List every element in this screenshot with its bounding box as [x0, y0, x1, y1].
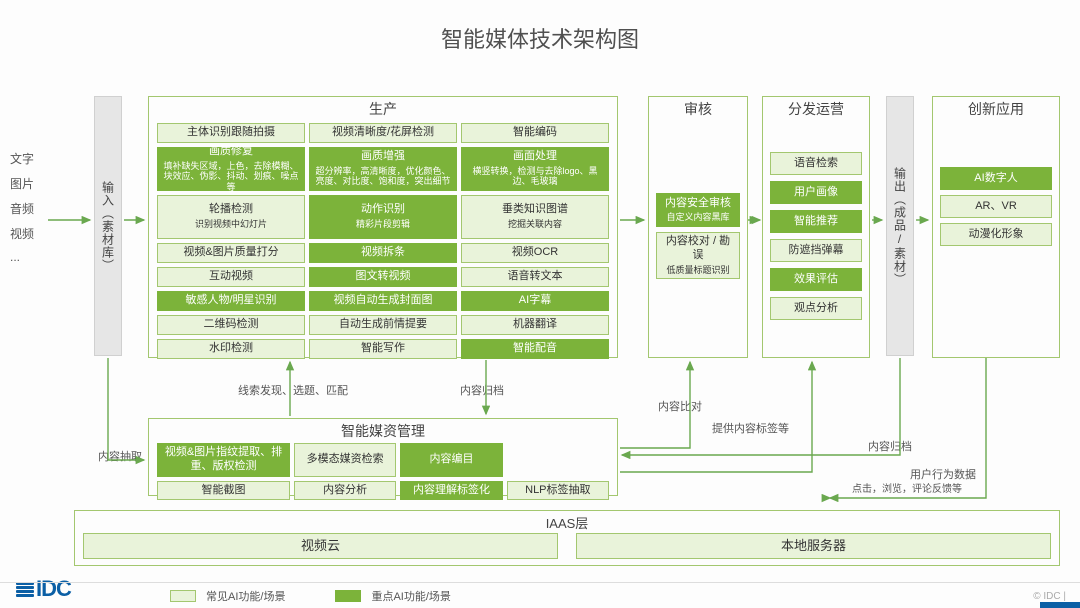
footer-accent-bar: [1040, 602, 1080, 608]
feature-cell: 多模态媒资检索: [294, 443, 396, 477]
feature-cell: 智能推荐: [770, 210, 862, 233]
feature-cell: 内容理解标签化: [400, 481, 502, 501]
arrow-label: 内容归档: [460, 382, 504, 398]
feature-cell: 视频自动生成封面图: [309, 291, 457, 311]
page-title: 智能媒体技术架构图: [0, 22, 1080, 54]
feature-cell: 轮播检测识别视频中幻灯片: [157, 195, 305, 239]
feature-cell: AR、VR: [940, 195, 1052, 218]
copyright: © IDC |: [1033, 591, 1066, 602]
feature-cell: 动作识别精彩片段剪辑: [309, 195, 457, 239]
footer-legend: 常见AI功能/场景 重点AI功能/场景 © IDC |: [0, 582, 1080, 608]
feature-cell: 画质修复填补缺失区域，上色，去除模糊、块效应、伪影、抖动、划痕、噪点等: [157, 147, 305, 191]
feature-cell: 智能配音: [461, 339, 609, 359]
input-types-list: 文字 图片 音频 视频 ...: [10, 150, 44, 264]
feature-cell: 视频拆条: [309, 243, 457, 263]
stage-title: 分发运营: [763, 96, 869, 122]
arrow-label: 提供内容标签等: [712, 420, 789, 436]
feature-cell: 垂类知识图谱挖掘关联内容: [461, 195, 609, 239]
stage-title: 创新应用: [933, 96, 1059, 122]
feature-cell: 视频&图片指纹提取、排重、版权检测: [157, 443, 290, 477]
feature-cell: 自动生成前情提要: [309, 315, 457, 335]
feature-cell: 观点分析: [770, 297, 862, 320]
stage-production: 生产 主体识别跟随拍摄视频清晰度/花屏检测智能编码画质修复填补缺失区域，上色，去…: [148, 96, 618, 358]
feature-cell: 画面处理横竖转换，检测与去除logo、黑边、毛玻璃: [461, 147, 609, 191]
stage-title: 审核: [649, 96, 747, 122]
feature-cell: 用户画像: [770, 181, 862, 204]
input-type: 视频: [10, 225, 44, 242]
arrow-label: 点击，浏览，评论反馈等: [852, 480, 962, 495]
feature-cell: 效果评估: [770, 268, 862, 291]
feature-cell: 主体识别跟随拍摄: [157, 123, 305, 143]
stage-innovate: 创新应用 AI数字人 AR、VR 动漫化形象: [932, 96, 1060, 358]
feature-cell: 内容编目: [400, 443, 502, 477]
legend-label: 重点AI功能/场景: [371, 588, 450, 604]
feature-cell: 内容分析: [294, 481, 396, 501]
output-box: 输出（成品/素材）: [886, 96, 914, 356]
feature-cell: 画质增强超分辨率，高清晰度，优化颜色、亮度、对比度、饱和度，突出细节: [309, 147, 457, 191]
feature-cell: 语音转文本: [461, 267, 609, 287]
legend-swatch-common: [170, 590, 196, 602]
feature-cell: 图文转视频: [309, 267, 457, 287]
feature-cell: 机器翻译: [461, 315, 609, 335]
arrow-label: 内容比对: [658, 398, 702, 414]
stage-title: 生产: [149, 96, 617, 122]
feature-cell: 内容校对 / 勘误低质量标题识别: [656, 232, 740, 279]
feature-cell: AI字幕: [461, 291, 609, 311]
feature-cell: 智能写作: [309, 339, 457, 359]
feature-cell: 智能截图: [157, 481, 290, 501]
feature-cell: 水印检测: [157, 339, 305, 359]
feature-cell: 敏感人物/明星识别: [157, 291, 305, 311]
feature-cell: 智能编码: [461, 123, 609, 143]
feature-cell: 互动视频: [157, 267, 305, 287]
feature-cell: 语音检索: [770, 152, 862, 175]
input-box: 输入（素材库）: [94, 96, 122, 356]
stage-distribute: 分发运营 语音检索用户画像智能推荐防遮挡弹幕效果评估观点分析: [762, 96, 870, 358]
legend-label: 常见AI功能/场景: [206, 588, 285, 604]
arrow-label: 内容归档: [868, 438, 912, 454]
stage-title: 智能媒资管理: [149, 418, 617, 444]
arrow-label: 线索发现、选题、匹配: [238, 382, 348, 398]
input-type: 文字: [10, 150, 44, 167]
arrow-label: 内容抽取: [98, 448, 142, 464]
input-type: 音频: [10, 200, 44, 217]
feature-cell: 内容安全审核自定义内容黑库: [656, 193, 740, 227]
stage-iaas: IAAS层 视频云本地服务器: [74, 510, 1060, 566]
feature-cell: AI数字人: [940, 167, 1052, 190]
stage-title: IAAS层: [75, 510, 1059, 535]
feature-cell: 视频&图片质量打分: [157, 243, 305, 263]
stage-audit: 审核 内容安全审核自定义内容黑库内容校对 / 勘误低质量标题识别: [648, 96, 748, 358]
legend-swatch-key: [335, 590, 361, 602]
input-type: 图片: [10, 175, 44, 192]
feature-cell: 防遮挡弹幕: [770, 239, 862, 262]
feature-cell: 视频清晰度/花屏检测: [309, 123, 457, 143]
input-type: ...: [10, 250, 44, 264]
feature-cell: 视频云: [83, 533, 558, 559]
feature-cell: 二维码检测: [157, 315, 305, 335]
feature-cell: NLP标签抽取: [507, 481, 609, 501]
stage-management: 智能媒资管理 视频&图片指纹提取、排重、版权检测多模态媒资检索内容编目智能截图内…: [148, 418, 618, 496]
feature-cell: 本地服务器: [576, 533, 1051, 559]
feature-cell: 动漫化形象: [940, 223, 1052, 246]
feature-cell: 视频OCR: [461, 243, 609, 263]
